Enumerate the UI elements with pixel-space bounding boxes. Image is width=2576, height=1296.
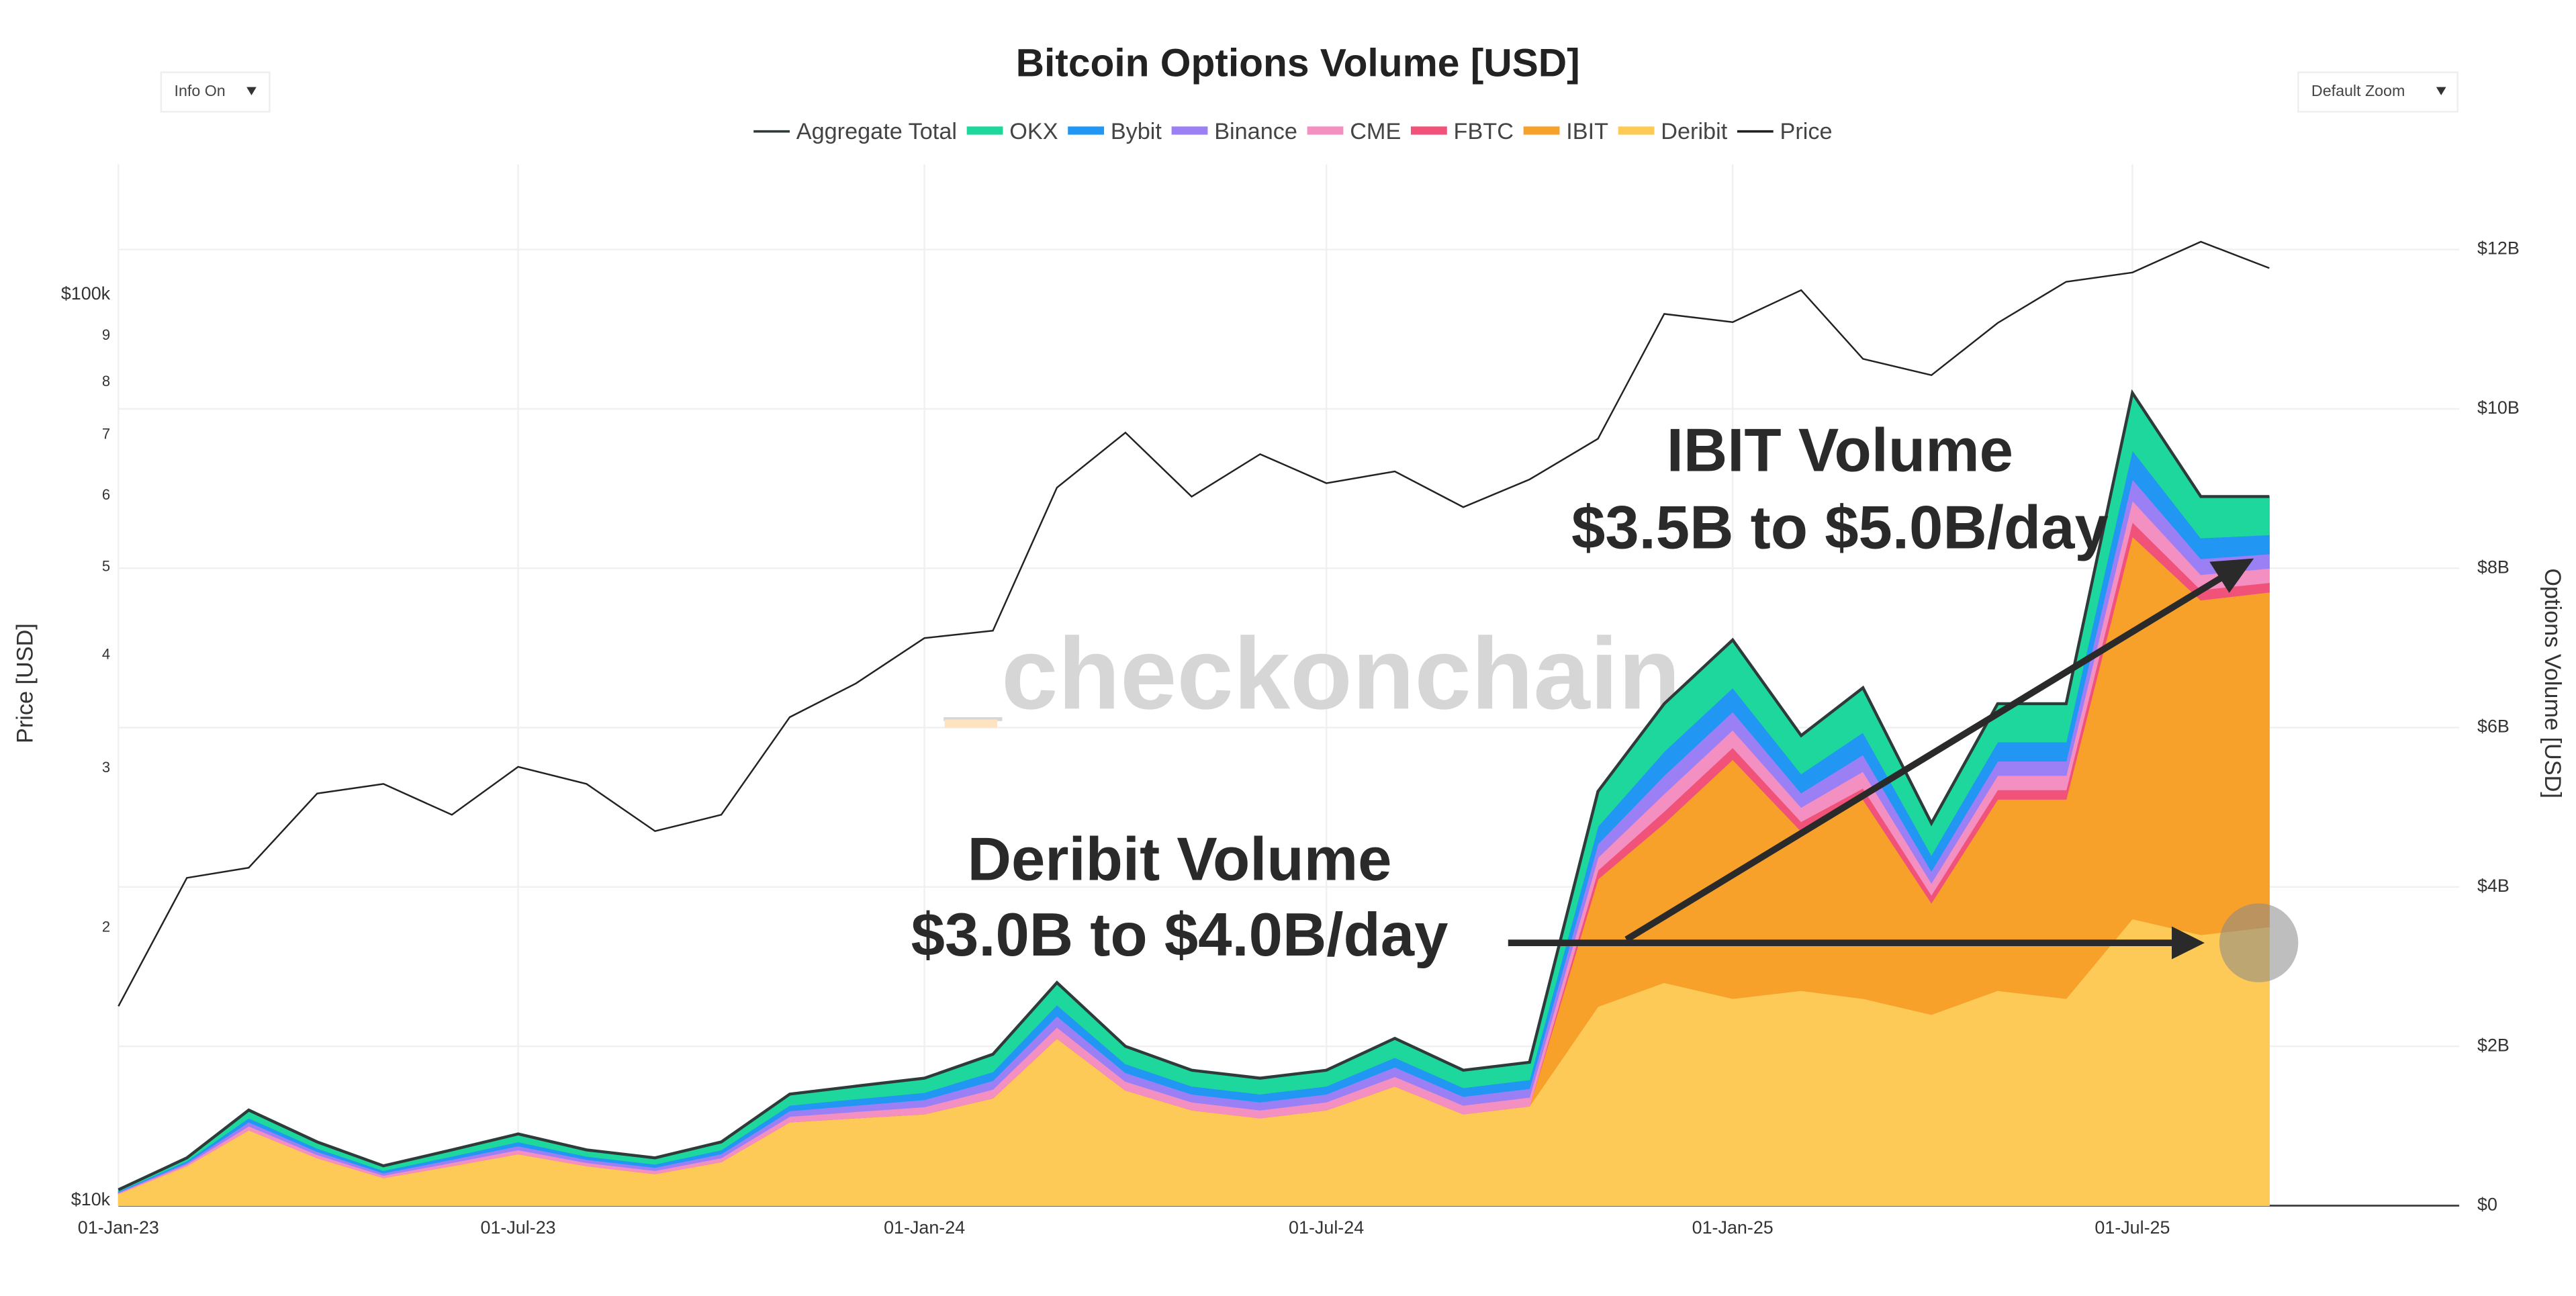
y-axis-title: Price [USD] [12,623,38,743]
y2-tick-label: $6B [2477,716,2510,737]
y2-tick-label: $12B [2477,238,2520,259]
y-tick-label: 3 [102,759,110,776]
legend-swatch [1618,126,1655,135]
y-tick-label: $100k [61,283,111,304]
y-tick-label: 8 [102,373,110,389]
y2-tick-label: $2B [2477,1035,2510,1055]
highlight-circle [2219,903,2299,982]
legend-swatch [1410,126,1447,135]
watermark: _checkonchain [944,617,1681,731]
legend-item[interactable]: OKX [966,119,1058,144]
y-tick-label: 9 [102,326,110,343]
y-tick-label: 5 [102,558,110,575]
legend-label: Deribit [1661,119,1727,144]
y-tick-label: 6 [102,486,110,503]
y-tick-label: 7 [102,425,110,442]
legend-label: Price [1780,119,1833,144]
legend-label: CME [1350,119,1401,144]
annotation: Deribit Volume [968,826,1392,894]
arrow-head [2172,926,2205,960]
legend-swatch [1068,126,1105,135]
plot-area [118,240,2270,1207]
zoom-button[interactable]: Default Zoom [2297,71,2458,113]
line-series [118,240,2270,1007]
y2-axis-title: Options Volume [USD] [2540,568,2565,798]
legend-item[interactable]: FBTC [1410,119,1514,144]
arrow-head [2209,558,2254,594]
annotation: $3.5B to $5.0B/day [1571,494,2109,561]
legend-label: Aggregate Total [796,119,957,144]
legend-label: FBTC [1454,119,1514,144]
legend-item[interactable]: IBIT [1523,119,1608,144]
x-tick-label: 01-Jul-25 [2095,1217,2170,1238]
y2-tick-label: $4B [2477,876,2510,896]
button-label: Info On [175,82,226,99]
x-tick-label: 01-Jan-24 [884,1217,965,1238]
x-tick-label: 01-Jan-25 [1692,1217,1774,1238]
chart-title: Bitcoin Options Volume [USD] [1016,41,1580,85]
dropdown-arrow [246,87,257,95]
y-tick-label: 4 [102,645,110,662]
arrow-line [1624,571,2228,943]
legend-item[interactable]: CME [1307,119,1401,144]
line-series [118,389,2270,1191]
legend-item[interactable]: Deribit [1618,119,1728,144]
x-tick-label: 01-Jul-23 [481,1217,556,1238]
y2-tick-label: $8B [2477,557,2510,577]
annotation: IBIT Volume [1667,416,2013,484]
grid: 01-Jan-23 01-Jul-23 01-Jan-24 01-Jul-24 01-J… [61,164,2520,1238]
legend-swatch [1171,126,1208,135]
y2-tick-label: $10B [2477,398,2520,418]
watermark-underscore [944,719,998,728]
y-tick-label: 2 [102,919,110,935]
x-tick-label: 01-Jul-24 [1289,1217,1364,1238]
y-tick-label: $10k [71,1189,111,1209]
info-button[interactable]: Info On [160,71,271,113]
legend-swatch [966,126,1003,135]
legend-item[interactable]: Aggregate Total [753,119,957,144]
legend-item[interactable]: Binance [1171,119,1297,144]
x-tick-label: 01-Jan-23 [78,1217,159,1238]
legend-label: IBIT [1566,119,1608,144]
legend-label: Bybit [1111,119,1162,144]
y2-tick-label: $0 [2477,1195,2497,1215]
button-frame [2297,71,2458,113]
legend-swatch [1523,126,1560,135]
legend-item[interactable]: Bybit [1068,119,1162,144]
legend-item[interactable]: Price [1737,119,1833,144]
button-label: Default Zoom [2311,82,2405,99]
legend-label: Binance [1214,119,1297,144]
legend: Aggregate Total OKX Bybit Binance CME FBTC IBI… [753,119,1833,144]
legend-label: OKX [1009,119,1058,144]
annotations: IBIT Volume $3.5B to $5.0B/day Deribit V… [911,416,2299,982]
annotation: $3.0B to $4.0B/day [911,901,1448,969]
legend-swatch [1307,126,1344,135]
dropdown-arrow [2436,87,2446,95]
